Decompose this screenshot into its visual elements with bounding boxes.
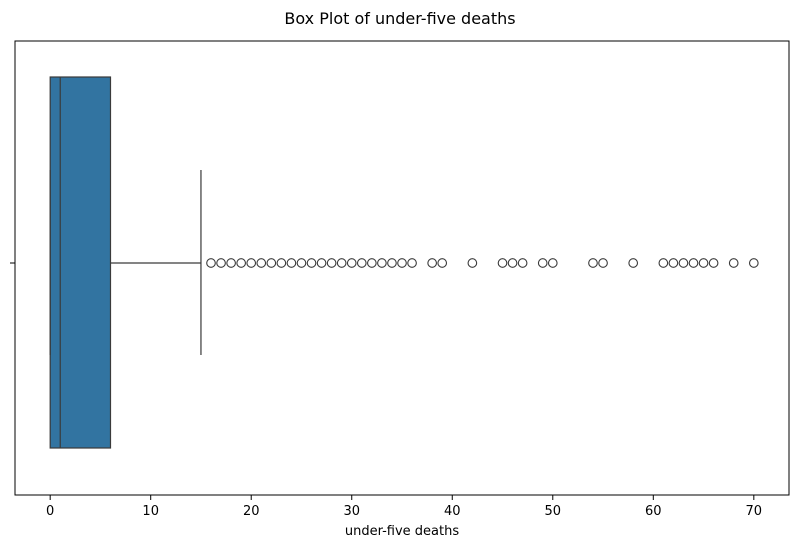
x-tick-label: 0: [46, 504, 54, 519]
outlier-point: [346, 258, 357, 268]
outlier-point: [296, 258, 307, 268]
box-plot-layer: [49, 76, 202, 449]
x-tick-label: 70: [746, 504, 763, 519]
x-tick-label: 30: [343, 504, 360, 519]
outlier-point: [387, 258, 397, 268]
outlier-point: [256, 258, 267, 268]
outlier-point: [598, 258, 608, 268]
outlier-point: [286, 258, 297, 268]
outlier-point: [236, 258, 247, 268]
outlier-point: [537, 258, 548, 268]
outlier-point: [698, 258, 709, 268]
outlier-point: [427, 258, 438, 268]
outlier-point: [316, 258, 327, 268]
outlier-point: [748, 258, 759, 268]
outlier-point: [407, 258, 417, 268]
outlier-point: [588, 258, 598, 268]
outlier-point: [226, 258, 236, 268]
x-tick-label: 60: [645, 504, 662, 519]
outlier-point: [728, 258, 739, 268]
outlier-point: [306, 258, 317, 268]
outlier-point: [336, 258, 347, 268]
outlier-point: [708, 258, 719, 268]
outlier-point: [668, 258, 679, 268]
outlier-point: [517, 258, 528, 268]
chart-title: Box Plot of under-five deaths: [284, 9, 515, 28]
outlier-point: [206, 258, 216, 268]
outlier-point: [397, 258, 407, 268]
outlier-point: [658, 258, 669, 268]
outlier-points-layer: [206, 258, 759, 268]
outlier-point: [688, 258, 699, 268]
x-tick-label: 10: [142, 504, 159, 519]
outlier-point: [366, 258, 377, 268]
outlier-point: [547, 258, 558, 268]
x-axis-label: under-five deaths: [345, 524, 459, 539]
outlier-point: [356, 258, 367, 268]
outlier-point: [437, 258, 448, 268]
outlier-point: [678, 258, 689, 268]
plot-area-frame: [14, 40, 790, 496]
outlier-point: [266, 258, 277, 268]
outlier-point: [467, 258, 478, 268]
outlier-point: [377, 258, 387, 268]
x-tick-label: 50: [545, 504, 562, 519]
x-tick-label: 40: [444, 504, 461, 519]
outlier-point: [216, 258, 226, 268]
outlier-point: [326, 258, 337, 268]
outlier-point: [628, 258, 639, 268]
x-axis: 0 10 20 30 40 50 60 70: [10, 262, 763, 519]
outlier-point: [246, 258, 257, 268]
outlier-point: [507, 258, 518, 268]
outlier-point: [276, 258, 287, 268]
iqr-box: [49, 76, 112, 449]
x-tick-label: 20: [243, 504, 260, 519]
outlier-point: [497, 258, 508, 268]
